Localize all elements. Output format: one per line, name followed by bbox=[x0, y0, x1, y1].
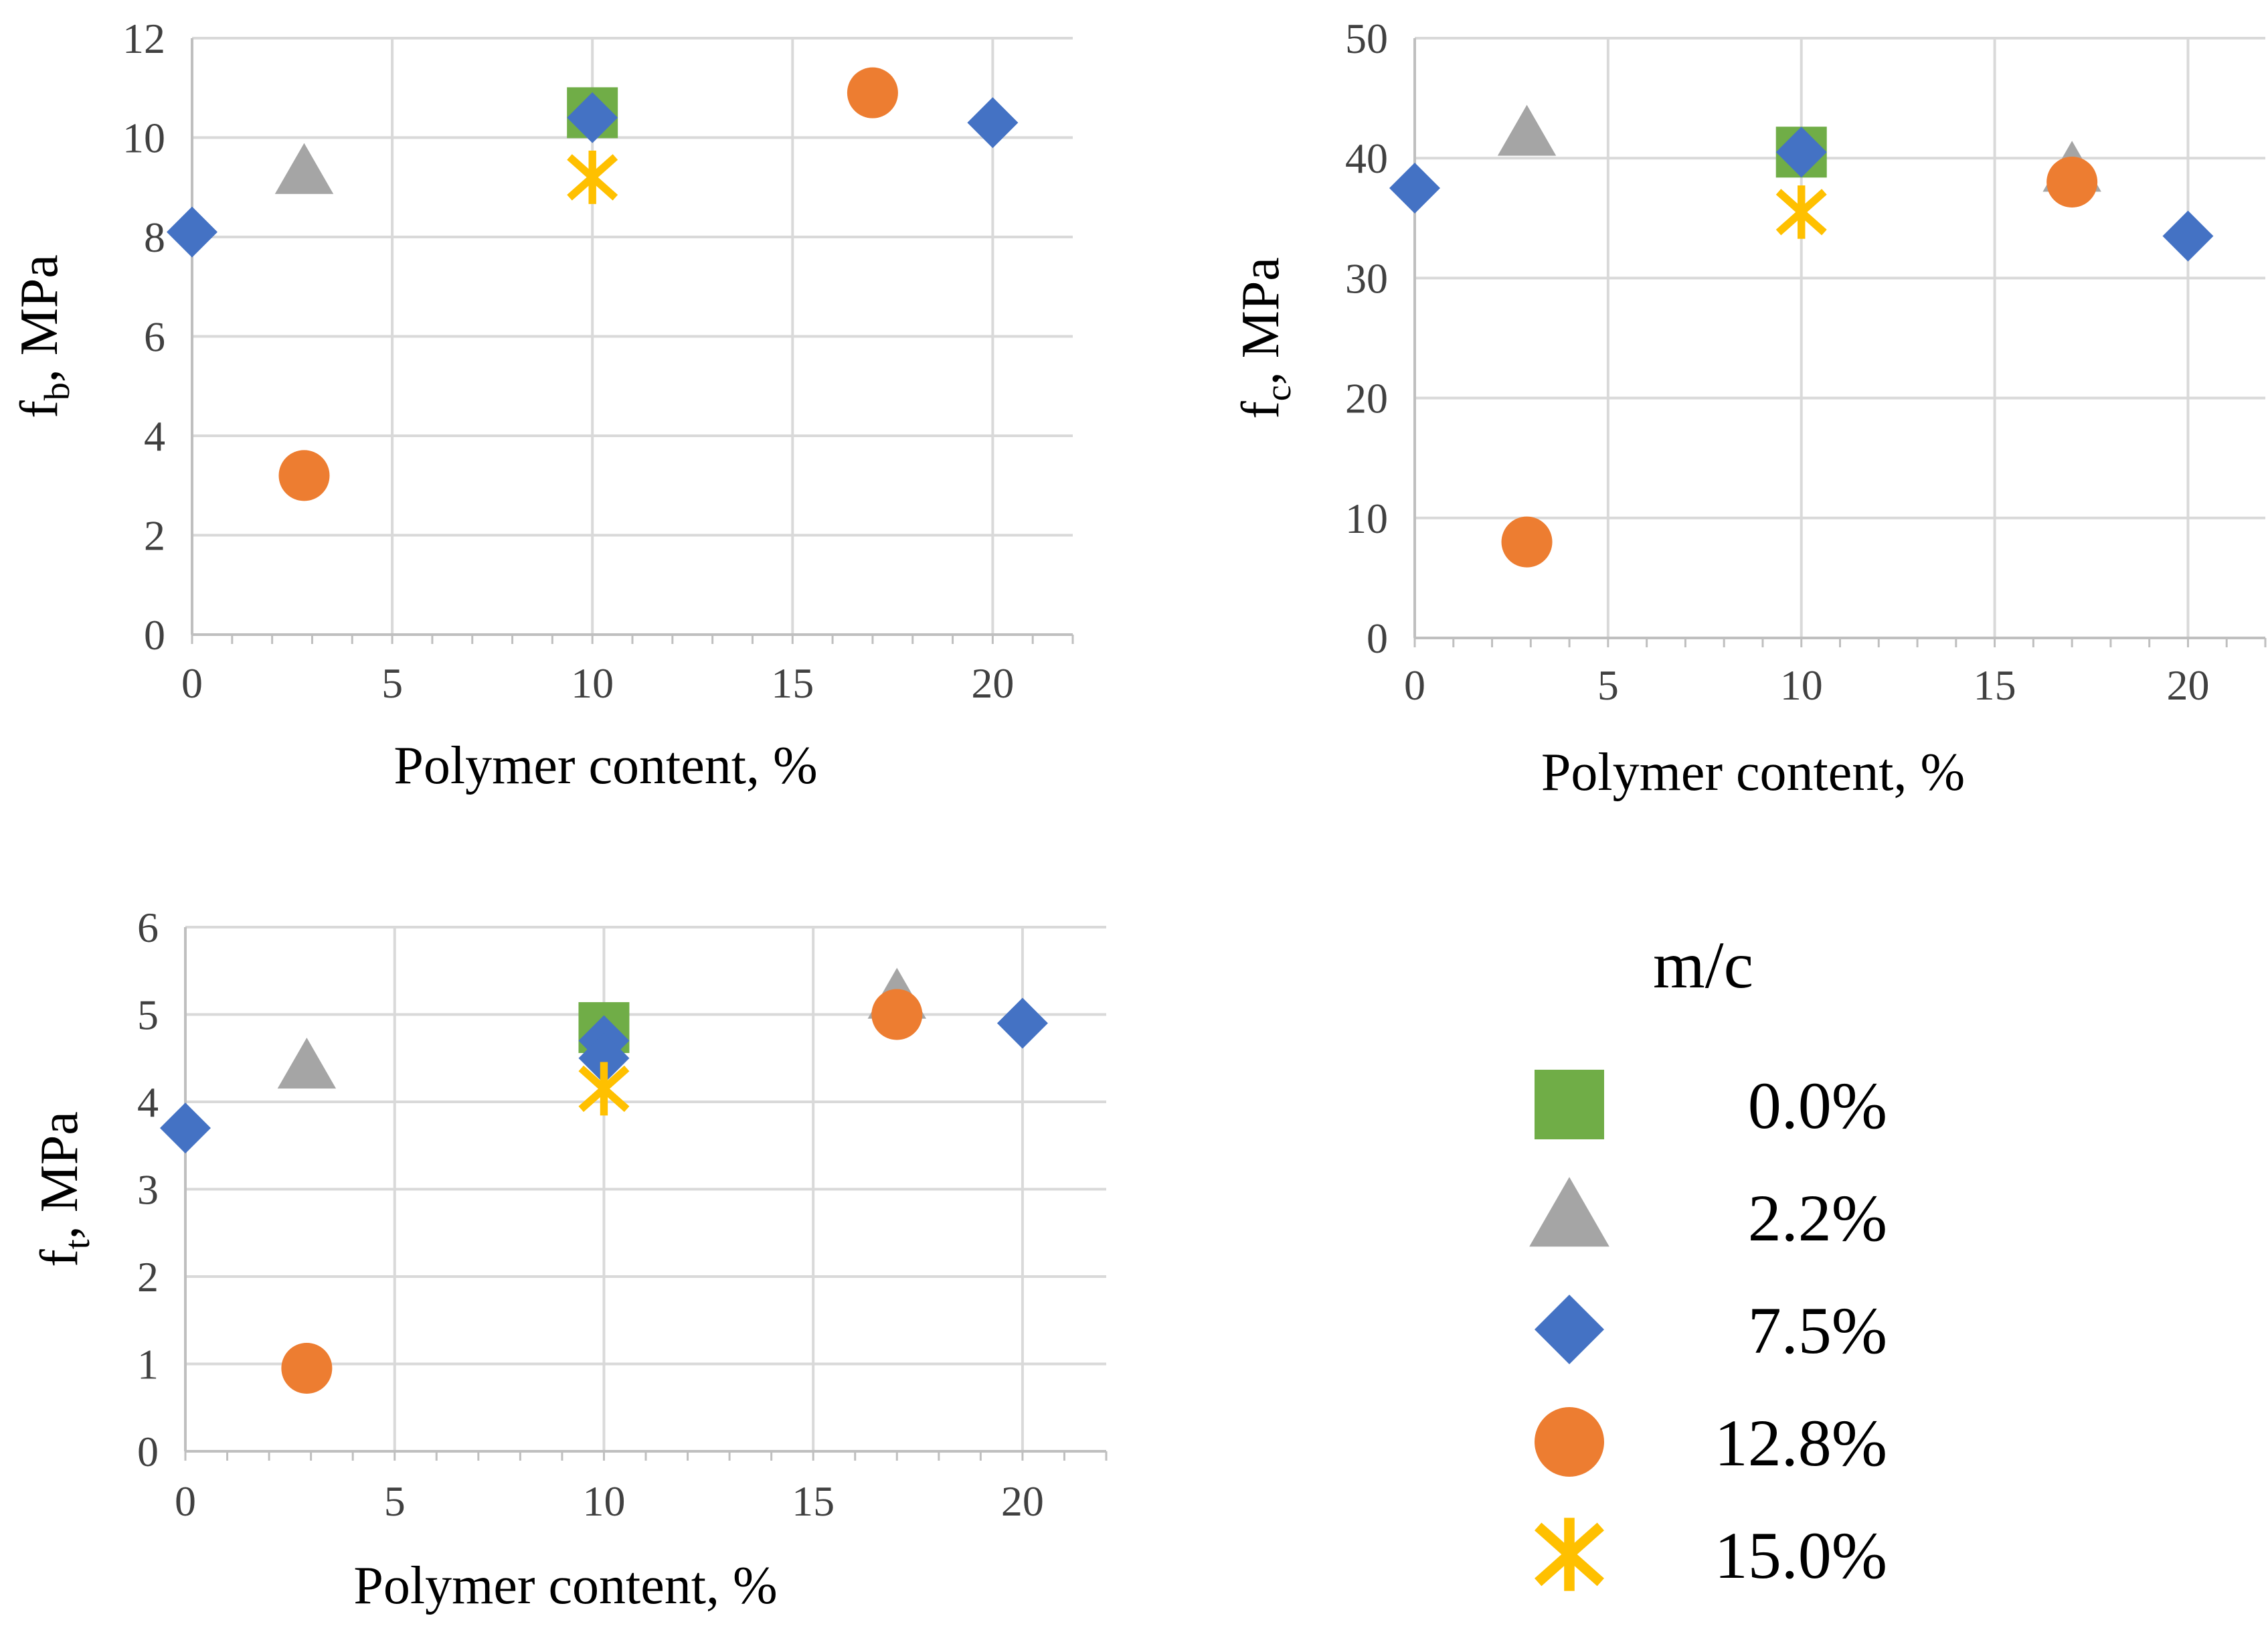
y-tick-label: 0 bbox=[1367, 615, 1388, 662]
series-7-5pct bbox=[167, 92, 1019, 258]
legend-label: 12.8% bbox=[1715, 1406, 1887, 1480]
y-tick-label: 10 bbox=[122, 114, 165, 162]
data-point-diamond bbox=[967, 97, 1019, 149]
x-tick-label: 20 bbox=[2166, 661, 2209, 709]
data-point-diamond bbox=[160, 1103, 211, 1154]
x-tick-label: 15 bbox=[771, 659, 814, 707]
x-axis-label: Polymer content, % bbox=[353, 1556, 777, 1615]
y-tick-label: 4 bbox=[137, 1078, 159, 1126]
y-tick-label: 8 bbox=[144, 214, 165, 261]
compressive-strength-chart: 0 10 20 30 40 50 0 5 10 15 20 Polymer content, % fc,… bbox=[1231, 15, 2267, 802]
legend-marker-square bbox=[1535, 1070, 1604, 1139]
y-tick-label: 12 bbox=[122, 15, 165, 62]
legend-title: m/c bbox=[1653, 928, 1753, 1002]
series-15-0pct bbox=[567, 151, 618, 204]
legend-entry: 0.0% bbox=[1535, 1068, 1887, 1143]
series-15-0pct bbox=[578, 1062, 630, 1116]
legend-marker-triangle bbox=[1529, 1177, 1609, 1247]
data-point-diamond bbox=[2162, 210, 2214, 262]
y-tick-label: 4 bbox=[144, 412, 165, 460]
legend-marker-star bbox=[1535, 1518, 1604, 1591]
y-tick-label: 5 bbox=[137, 991, 159, 1039]
flexural-strength-chart: 0 2 4 6 8 10 12 0 5 10 15 20 Polymer content, % fb, M… bbox=[10, 15, 1074, 795]
x-tick-label: 5 bbox=[381, 659, 403, 707]
x-tick-label: 10 bbox=[1780, 661, 1823, 709]
x-tick-label: 0 bbox=[175, 1477, 196, 1525]
data-point-diamond bbox=[1389, 163, 1440, 214]
x-tick-label: 20 bbox=[971, 659, 1014, 707]
y-axis-label: fc, MPa bbox=[1231, 257, 1298, 419]
data-point-diamond bbox=[578, 1032, 630, 1084]
series-2-2pct bbox=[274, 143, 334, 194]
x-tick-label: 10 bbox=[571, 659, 614, 707]
x-tick-label: 15 bbox=[792, 1477, 835, 1525]
data-point-diamond bbox=[567, 92, 618, 143]
data-point-circle bbox=[871, 989, 923, 1040]
x-axis-label: Polymer content, % bbox=[1541, 743, 1965, 802]
legend: m/c 0.0% 2.2% 7.5% 12.8% 15.0% bbox=[1529, 928, 1887, 1593]
data-point-circle bbox=[847, 67, 898, 118]
data-point-circle bbox=[281, 1343, 333, 1394]
data-point-triangle bbox=[274, 143, 334, 194]
legend-entry: 12.8% bbox=[1535, 1406, 1887, 1480]
data-point-circle bbox=[2046, 157, 2098, 208]
data-point-diamond bbox=[1775, 127, 1827, 178]
y-tick-label: 6 bbox=[137, 904, 159, 951]
data-point-diamond bbox=[996, 997, 1048, 1049]
y-tick-label: 0 bbox=[137, 1428, 159, 1475]
series-12-8pct bbox=[278, 67, 898, 501]
x-axis-label: Polymer content, % bbox=[394, 736, 817, 795]
y-tick-label: 30 bbox=[1345, 254, 1388, 302]
legend-marker-circle bbox=[1535, 1407, 1604, 1477]
series-12-8pct bbox=[1501, 157, 2098, 568]
y-tick-label: 20 bbox=[1345, 375, 1388, 422]
legend-marker-diamond bbox=[1535, 1295, 1604, 1364]
data-point-star bbox=[578, 1062, 630, 1116]
legend-entry: 15.0% bbox=[1535, 1518, 1887, 1593]
y-tick-label: 6 bbox=[144, 313, 165, 361]
legend-entry: 7.5% bbox=[1535, 1293, 1887, 1368]
legend-label: 0.0% bbox=[1748, 1068, 1887, 1143]
x-tick-label: 20 bbox=[1001, 1477, 1044, 1525]
y-tick-label: 3 bbox=[137, 1166, 159, 1214]
legend-label: 2.2% bbox=[1748, 1181, 1887, 1255]
data-point-star bbox=[1775, 185, 1827, 239]
y-axis-label: fb, MPa bbox=[10, 254, 77, 418]
y-tick-label: 40 bbox=[1345, 135, 1388, 182]
y-tick-label: 0 bbox=[144, 611, 165, 659]
data-point-triangle bbox=[1497, 104, 1557, 156]
data-point-triangle bbox=[277, 1038, 337, 1089]
x-tick-label: 5 bbox=[1597, 661, 1619, 709]
x-tick-label: 0 bbox=[1404, 661, 1425, 709]
data-point-circle bbox=[278, 450, 330, 501]
legend-label: 15.0% bbox=[1715, 1518, 1887, 1593]
x-tick-label: 15 bbox=[1974, 661, 2016, 709]
data-point-diamond bbox=[167, 206, 217, 258]
x-tick-label: 0 bbox=[181, 659, 203, 707]
tensile-strength-chart: 0 1 2 3 4 5 6 0 5 10 15 20 Polymer content, % ft, MPa bbox=[30, 904, 1108, 1615]
y-tick-label: 2 bbox=[137, 1253, 159, 1301]
legend-label: 7.5% bbox=[1748, 1293, 1887, 1368]
series-15-0pct bbox=[1775, 185, 1827, 239]
x-tick-label: 5 bbox=[384, 1477, 406, 1525]
x-tick-label: 10 bbox=[582, 1477, 625, 1525]
series-7-5pct bbox=[160, 997, 1048, 1154]
series-7-5pct bbox=[1389, 127, 2214, 262]
data-point-circle bbox=[1501, 516, 1553, 568]
legend-entry: 2.2% bbox=[1529, 1177, 1887, 1255]
y-tick-label: 10 bbox=[1345, 495, 1388, 542]
y-tick-label: 1 bbox=[137, 1341, 159, 1388]
gridlines bbox=[192, 37, 1073, 635]
series-12-8pct bbox=[281, 989, 923, 1394]
y-axis-label: ft, MPa bbox=[30, 1111, 97, 1267]
y-tick-label: 2 bbox=[144, 512, 165, 560]
data-point-star bbox=[567, 151, 618, 204]
y-tick-label: 50 bbox=[1345, 15, 1388, 62]
